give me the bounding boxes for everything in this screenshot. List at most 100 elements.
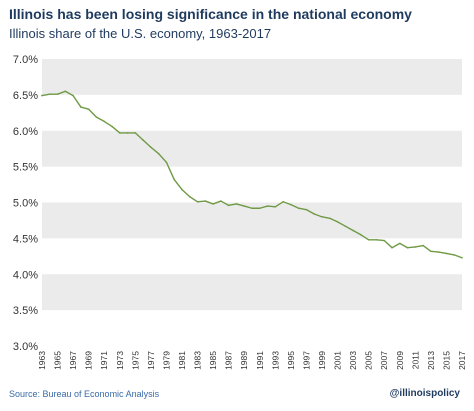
x-tick-label: 1993 (270, 351, 280, 370)
data-point (165, 161, 168, 164)
x-tick-label: 2003 (348, 351, 358, 370)
data-point (243, 205, 246, 207)
data-point (157, 152, 160, 155)
data-point (406, 246, 409, 249)
x-tick-label: 1991 (255, 351, 265, 370)
data-point (375, 239, 378, 241)
data-point (48, 93, 51, 95)
x-tick-label: 2013 (426, 351, 436, 370)
data-point (328, 217, 331, 220)
data-point (391, 246, 393, 249)
data-point (95, 116, 98, 118)
data-point (142, 139, 144, 141)
x-tick-label: 1983 (193, 351, 203, 370)
data-point (445, 252, 448, 255)
data-point (383, 239, 386, 242)
x-tick-label: 2015 (441, 351, 451, 370)
x-tick-label: 1987 (224, 351, 234, 370)
data-point (134, 132, 137, 134)
y-tick-label: 6.0% (13, 126, 38, 138)
data-point (235, 203, 238, 205)
x-tick-label: 1969 (84, 351, 94, 370)
chart-title: Illinois has been losing significance in… (9, 6, 412, 22)
data-point (220, 200, 222, 202)
data-point (437, 251, 440, 253)
x-tick-label: 1977 (146, 351, 156, 370)
data-point (352, 229, 354, 232)
grid-band (42, 59, 462, 95)
x-tick-label: 2007 (379, 351, 389, 370)
data-point (227, 204, 230, 207)
data-point (305, 208, 308, 211)
x-tick-label: 1999 (317, 351, 327, 370)
x-axis: 1963 1965 1967 1969 1971 1973 1975 1977 1979 1981… (37, 351, 467, 370)
data-point (188, 195, 191, 198)
data-point (398, 242, 401, 245)
data-point (56, 93, 59, 95)
x-tick-label: 1997 (301, 351, 311, 370)
x-tick-label: 2011 (410, 351, 420, 370)
data-point (118, 132, 121, 134)
y-tick-label: 3.0% (13, 341, 38, 353)
data-point (453, 254, 456, 256)
x-tick-label: 2005 (364, 351, 374, 370)
data-point (111, 125, 113, 128)
data-point (367, 239, 370, 241)
data-point (360, 233, 362, 236)
x-tick-label: 1973 (115, 351, 125, 370)
x-tick-label: 1995 (286, 351, 296, 370)
data-point (313, 213, 316, 215)
x-tick-label: 1981 (177, 351, 187, 370)
x-tick-label: 1979 (161, 351, 171, 370)
data-point (41, 94, 43, 97)
data-point (251, 207, 253, 210)
y-tick-label: 7.0% (13, 54, 38, 66)
data-point (80, 106, 82, 108)
data-point (126, 132, 129, 134)
data-point (336, 221, 339, 223)
data-point (414, 246, 417, 248)
x-tick-label: 1971 (99, 351, 109, 370)
x-tick-label: 2001 (333, 351, 343, 370)
data-point (87, 108, 90, 111)
data-point (64, 90, 67, 93)
x-tick-label: 1963 (37, 351, 47, 370)
chart-subtitle: Illinois share of the U.S. economy, 1963… (9, 26, 272, 41)
twitter-handle: @illinoispolicy (389, 388, 460, 399)
y-tick-label: 5.0% (13, 198, 38, 210)
data-point (282, 200, 284, 203)
x-tick-label: 2017 (457, 351, 467, 370)
data-point (103, 120, 106, 123)
grid-band (42, 130, 462, 167)
data-point (290, 203, 292, 206)
grid-bands (42, 59, 462, 311)
x-tick-label: 1985 (208, 351, 218, 370)
data-point (173, 178, 176, 181)
data-point (181, 188, 183, 191)
data-point (274, 206, 277, 208)
y-tick-label: 6.5% (13, 90, 38, 102)
data-point (196, 200, 199, 203)
data-point (204, 200, 207, 202)
data-point (430, 250, 432, 253)
x-tick-label: 1975 (130, 351, 140, 370)
data-point (297, 207, 300, 210)
x-tick-label: 1967 (68, 351, 78, 370)
y-tick-label: 4.0% (13, 269, 38, 281)
data-point (344, 225, 347, 227)
x-tick-label: 1965 (53, 351, 63, 370)
source-note: Source: Bureau of Economic Analysis (9, 389, 160, 399)
data-point (266, 205, 269, 207)
data-point (321, 216, 323, 218)
data-point (150, 146, 152, 149)
data-point (212, 203, 214, 205)
data-points (41, 90, 463, 259)
x-tick-label: 1989 (239, 351, 249, 370)
data-point (422, 244, 424, 247)
grid-band (42, 274, 462, 311)
data-point (258, 207, 261, 210)
data-point (461, 256, 463, 259)
y-tick-label: 4.5% (13, 233, 38, 245)
data-point (72, 94, 74, 97)
